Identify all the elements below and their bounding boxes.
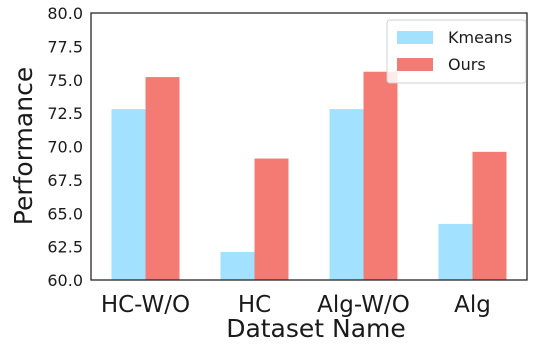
y-tick-label: 80.0 <box>47 4 83 23</box>
x-tick-label-alg: Alg <box>454 292 491 318</box>
legend-label-ours: Ours <box>448 55 486 74</box>
y-tick-label: 67.5 <box>47 171 83 190</box>
bar-kmeans-hc <box>220 251 255 280</box>
y-axis-label: Performance <box>9 67 38 225</box>
bar-ours-hc <box>254 158 289 280</box>
y-tick-label: 77.5 <box>47 37 83 56</box>
plot-frame <box>90 12 528 281</box>
bar-ours-alg <box>472 151 507 280</box>
y-tick-label: 60.0 <box>47 271 83 290</box>
y-tick-label: 62.5 <box>47 238 83 257</box>
legend-label-kmeans: Kmeans <box>448 28 512 47</box>
bar-kmeans-alg <box>438 223 473 280</box>
legend: Kmeans Ours <box>386 19 527 84</box>
y-tick-label: 65.0 <box>47 204 83 223</box>
legend-swatch-ours <box>397 58 433 71</box>
axes-layer <box>90 12 528 281</box>
bar-ours-alg-w-o <box>363 71 398 281</box>
bar-ours-hc-w-o <box>145 77 180 280</box>
y-tick-label: 70.0 <box>47 138 83 157</box>
bar-kmeans-hc-w-o <box>111 109 146 281</box>
bar-kmeans-alg-w-o <box>329 109 364 281</box>
bars-layer <box>111 71 507 281</box>
y-tick-label: 72.5 <box>47 104 83 123</box>
x-axis-label: Dataset Name <box>226 314 406 343</box>
ticks-layer: HC-W/O HC Alg-W/O Alg 60.0 62.5 65.0 67.5 70.0 72… <box>47 4 490 318</box>
x-tick-label-hc-w-o: HC-W/O <box>101 292 190 318</box>
x-tick-label-alg-w-o: Alg-W/O <box>317 292 410 318</box>
legend-swatch-kmeans <box>397 31 433 44</box>
x-tick-label-hc: HC <box>238 292 271 318</box>
y-tick-label: 75.0 <box>47 71 83 90</box>
